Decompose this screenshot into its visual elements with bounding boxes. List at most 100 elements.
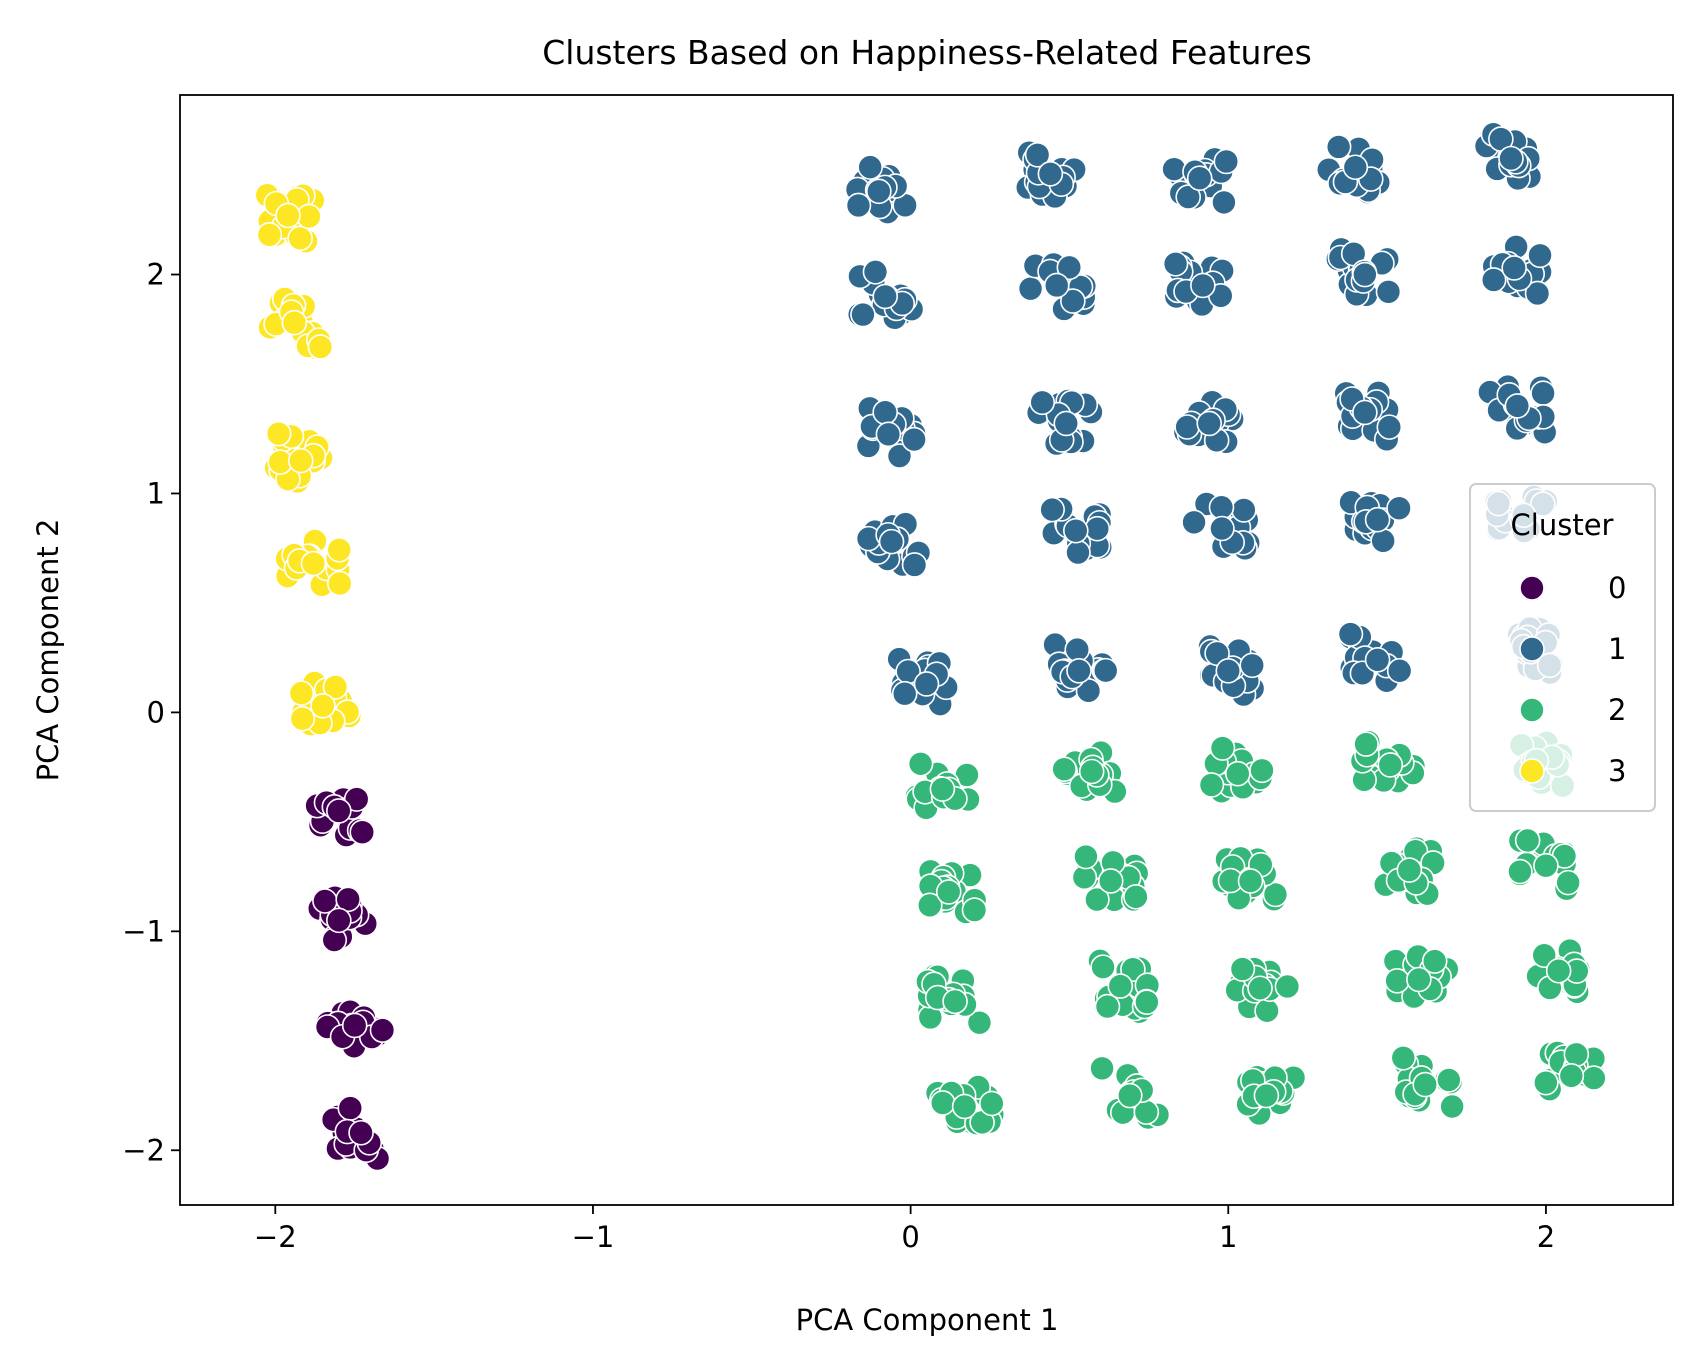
point-marker: [907, 750, 934, 777]
point-marker: [857, 154, 883, 180]
point-marker: [872, 399, 898, 426]
point-marker: [288, 680, 315, 706]
point-marker-center: [281, 309, 308, 336]
data-point: [1337, 621, 1413, 694]
point-marker-center: [326, 907, 352, 934]
point-marker: [337, 1095, 364, 1121]
point-marker: [287, 225, 313, 252]
point-marker-center: [341, 1012, 368, 1039]
ticks-layer: −2 −1 0 1 2 −2 −1 0 1 2: [122, 258, 1555, 1254]
point-marker-center: [1558, 1063, 1585, 1089]
point-marker: [326, 570, 353, 597]
point-marker-center: [1196, 410, 1223, 437]
legend-marker: [1519, 575, 1545, 601]
point-marker: [1229, 956, 1256, 982]
point-marker: [1524, 280, 1551, 307]
point-marker: [1507, 858, 1533, 885]
data-point: [1071, 843, 1150, 913]
point-marker: [349, 819, 376, 845]
point-marker: [1039, 496, 1065, 523]
data-point: [1224, 956, 1301, 1024]
data-point: [1507, 827, 1582, 902]
legend-entry: 1: [1519, 632, 1626, 666]
data-point: [1198, 735, 1275, 805]
point-marker: [1073, 843, 1099, 870]
point-marker-center: [1352, 399, 1378, 426]
chart-title: Clusters Based on Happiness-Related Feat…: [542, 33, 1312, 72]
y-tick-label: −2: [122, 1133, 165, 1167]
data-point: [1333, 380, 1403, 453]
data-point: [1235, 1064, 1307, 1127]
point-marker-center: [1063, 517, 1089, 544]
y-tick-label: −1: [122, 914, 165, 948]
legend-entry: 2: [1519, 693, 1626, 727]
legend-box: [1469, 483, 1656, 812]
point-marker: [1051, 756, 1077, 782]
legend-entry: 0: [1519, 571, 1626, 605]
point-marker: [929, 1090, 956, 1116]
data-point: [1210, 845, 1289, 912]
data-point: [1172, 389, 1245, 455]
point-marker: [1029, 389, 1056, 416]
data-point: [1017, 251, 1098, 322]
data-point: [1338, 489, 1412, 554]
point-marker-center: [287, 447, 314, 474]
data-point: [916, 858, 988, 925]
point-marker: [961, 897, 988, 923]
y-tick-label: 2: [147, 258, 165, 292]
point-marker: [1209, 735, 1236, 761]
data-point: [1089, 1055, 1171, 1131]
legend-label: 2: [1608, 693, 1626, 727]
data-point: [274, 528, 353, 598]
data-point: [904, 750, 981, 821]
data-point: [1042, 631, 1119, 704]
point-marker-center: [878, 528, 905, 555]
point-marker-center: [1377, 752, 1404, 778]
data-point: [254, 182, 326, 254]
point-marker: [1239, 652, 1266, 679]
point-marker-center: [1396, 857, 1423, 883]
point-marker: [1089, 1055, 1115, 1082]
point-marker: [845, 192, 872, 219]
point-marker: [265, 420, 292, 447]
point-marker-center: [872, 283, 899, 310]
point-marker-center: [1043, 272, 1070, 299]
point-marker-center: [951, 1093, 978, 1120]
point-marker-center: [1053, 410, 1080, 437]
legend-marker: [1519, 697, 1545, 723]
data-point: [288, 670, 363, 738]
data-point: [855, 511, 932, 578]
point-marker-center: [1078, 758, 1105, 785]
point-marker-center: [300, 550, 327, 577]
point-marker: [343, 786, 370, 812]
legend-entries: 0 1 2 3: [1519, 571, 1626, 788]
point-marker: [1094, 993, 1121, 1020]
legend-label: 1: [1608, 632, 1626, 666]
data-point: [1162, 250, 1235, 318]
point-marker: [1084, 515, 1111, 542]
point-marker-center: [1237, 868, 1264, 894]
point-marker: [1436, 1067, 1462, 1093]
point-marker: [862, 259, 889, 285]
data-point: [1039, 496, 1114, 566]
point-marker: [1017, 275, 1044, 302]
point-marker-center: [1107, 973, 1134, 999]
point-marker: [1092, 657, 1119, 684]
point-marker-center: [1215, 657, 1242, 684]
point-marker-center: [1066, 657, 1092, 684]
point-marker-center: [1253, 1082, 1280, 1109]
point-marker: [1056, 254, 1083, 281]
point-marker-center: [1247, 975, 1273, 1002]
data-point: [855, 395, 927, 469]
x-tick-label: −2: [254, 1220, 297, 1254]
point-marker: [1439, 1093, 1465, 1120]
point-marker: [1254, 997, 1280, 1024]
data-point: [1087, 948, 1161, 1025]
point-marker: [1174, 414, 1200, 440]
point-marker-center: [326, 798, 352, 824]
y-tick-label: 1: [147, 476, 165, 510]
legend-label: 3: [1608, 754, 1626, 788]
point-marker: [256, 222, 283, 248]
point-marker-center: [1190, 272, 1216, 299]
